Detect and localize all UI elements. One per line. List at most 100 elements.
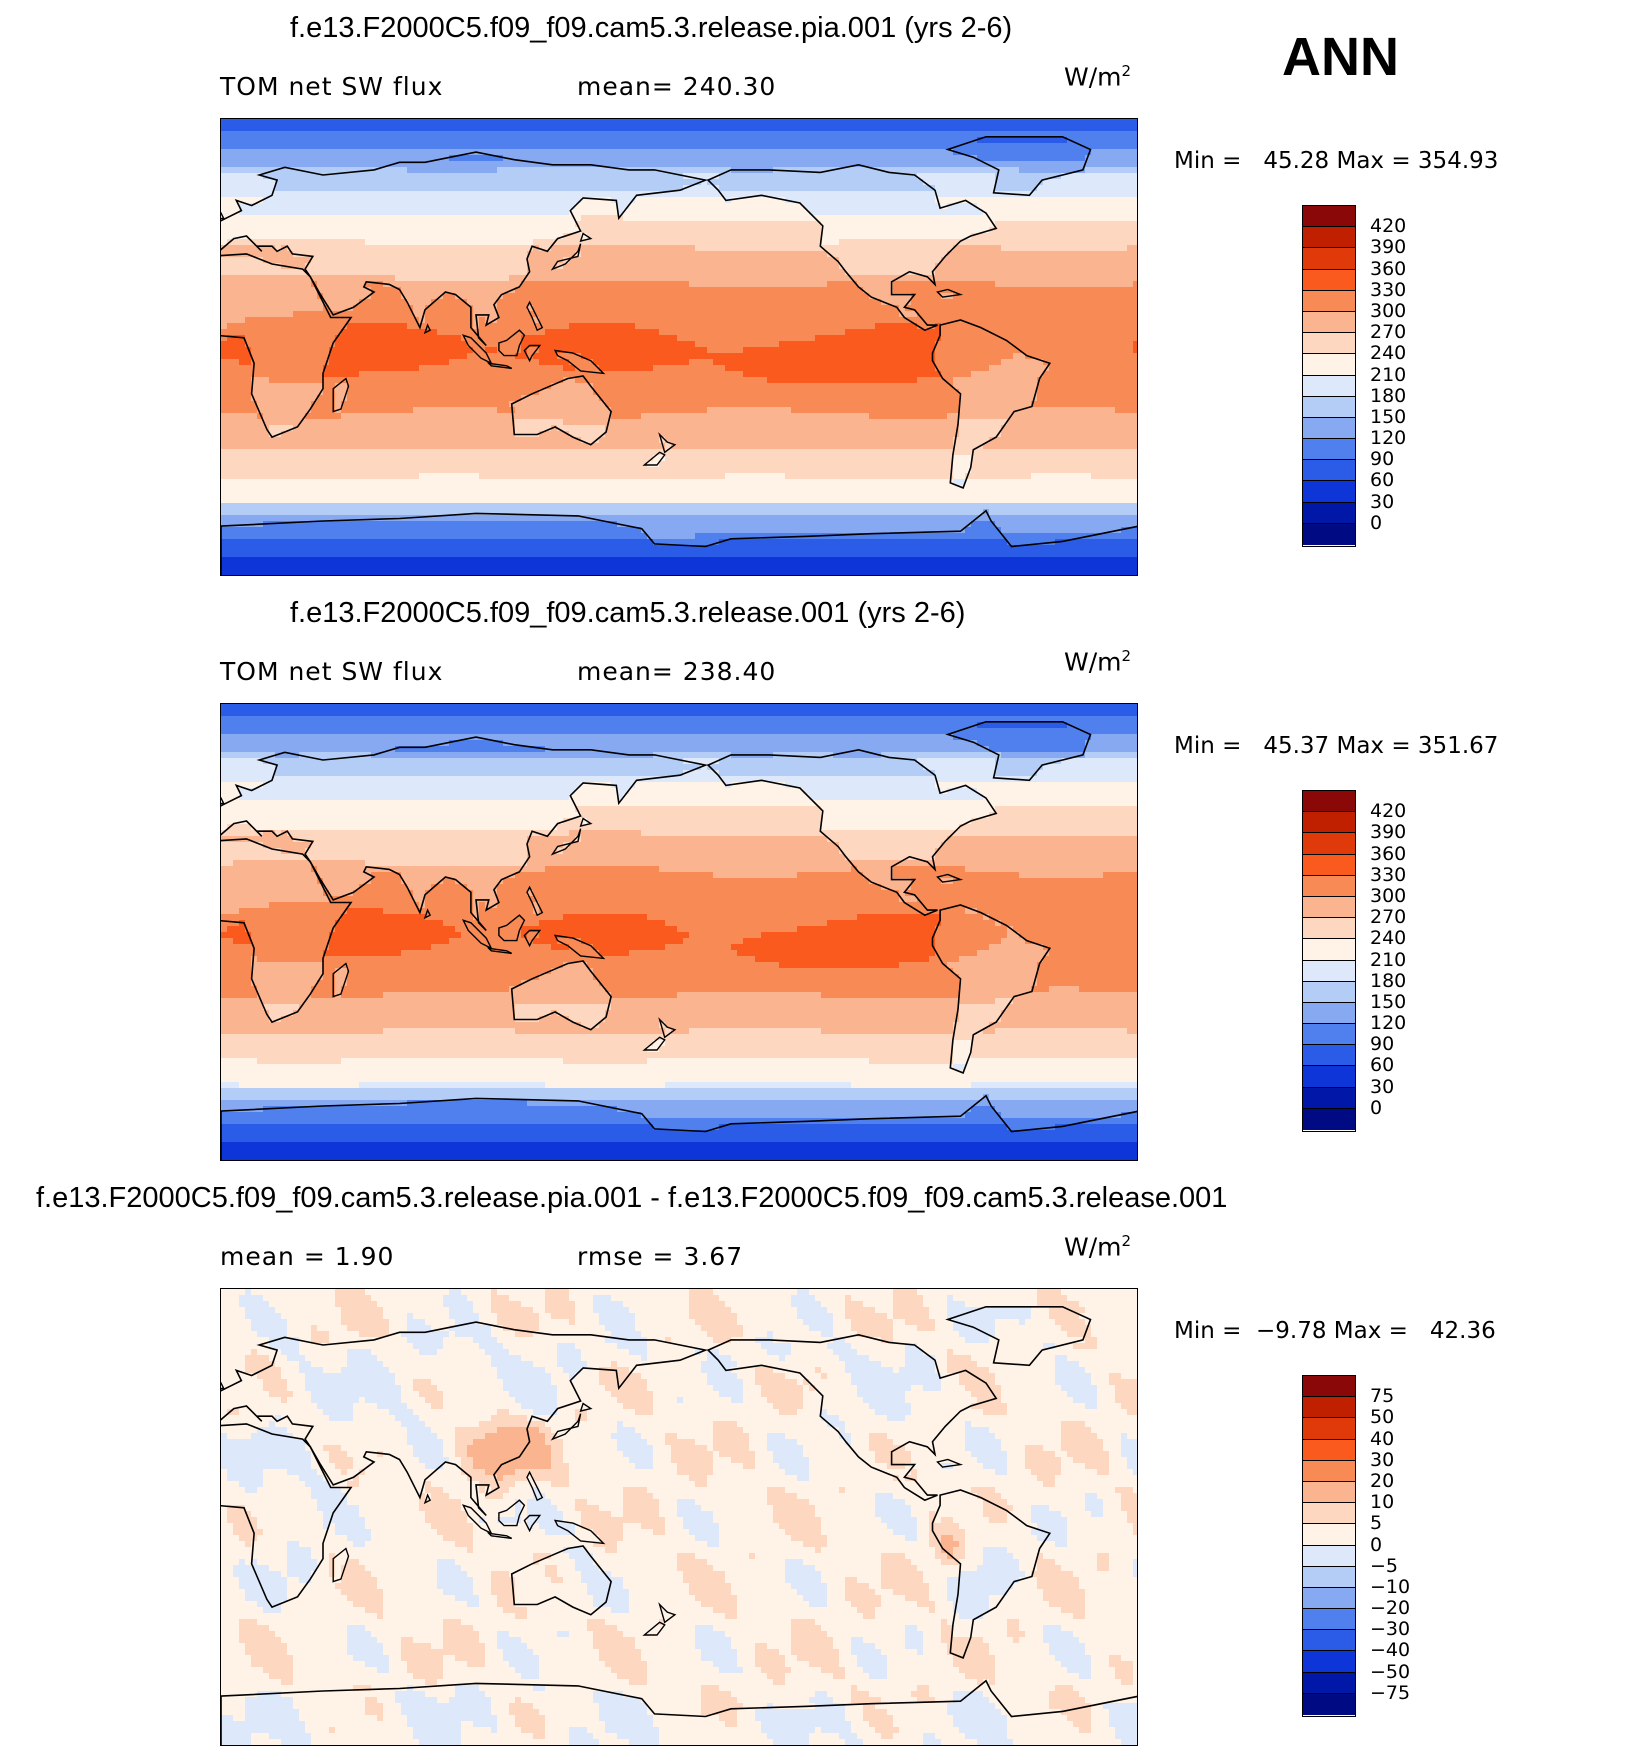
field-cell: [935, 131, 942, 138]
field-cell: [557, 245, 564, 252]
field-cell: [827, 149, 834, 156]
field-cell: [935, 167, 942, 174]
field-cell: [1067, 245, 1074, 252]
field-cell: [905, 155, 912, 162]
field-cell: [1109, 245, 1116, 252]
field-cell: [917, 143, 924, 150]
field-cell: [725, 173, 732, 180]
field-cell: [299, 149, 306, 156]
field-cell: [497, 185, 504, 192]
field-cell: [671, 173, 678, 180]
field-cell: [845, 155, 852, 162]
field-cell: [587, 299, 594, 306]
field-cell: [551, 149, 558, 156]
field-cell: [983, 125, 990, 132]
field-cell: [785, 137, 792, 144]
field-cell: [773, 239, 780, 246]
field-cell: [959, 179, 966, 186]
field-cell: [299, 239, 306, 246]
field-cell: [887, 245, 894, 252]
field-cell: [1061, 167, 1068, 174]
field-cell: [677, 221, 684, 228]
field-cell: [791, 119, 798, 126]
field-cell: [725, 299, 732, 306]
field-cell: [875, 305, 882, 312]
field-cell: [689, 239, 696, 246]
field-cell: [581, 293, 588, 300]
field-cell: [833, 179, 840, 186]
field-cell: [395, 275, 402, 282]
field-cell: [767, 209, 774, 216]
field-cell: [923, 227, 930, 234]
field-cell: [281, 257, 288, 264]
field-cell: [767, 227, 774, 234]
field-cell: [509, 197, 516, 204]
field-cell: [239, 197, 246, 204]
field-cell: [419, 155, 426, 162]
field-cell: [827, 137, 834, 144]
field-cell: [719, 131, 726, 138]
field-cell: [347, 281, 354, 288]
field-cell: [701, 125, 708, 132]
field-cell: [911, 221, 918, 228]
field-cell: [881, 215, 888, 222]
field-cell: [383, 287, 390, 294]
field-cell: [497, 161, 504, 168]
field-cell: [953, 275, 960, 282]
field-cell: [233, 167, 240, 174]
field-cell: [383, 305, 390, 312]
field-cell: [227, 161, 234, 168]
field-cell: [581, 173, 588, 180]
field-cell: [893, 257, 900, 264]
field-cell: [911, 299, 918, 306]
field-cell: [731, 185, 738, 192]
field-cell: [923, 143, 930, 150]
field-cell: [587, 221, 594, 228]
field-cell: [947, 245, 954, 252]
field-cell: [431, 155, 438, 162]
field-cell: [1079, 269, 1086, 276]
field-cell: [635, 239, 642, 246]
field-cell: [1061, 251, 1068, 258]
field-cell: [803, 275, 810, 282]
field-cell: [1007, 203, 1014, 210]
field-cell: [749, 287, 756, 294]
field-cell: [569, 191, 576, 198]
field-cell: [689, 221, 696, 228]
field-cell: [725, 251, 732, 258]
field-cell: [647, 275, 654, 282]
field-cell: [797, 275, 804, 282]
field-cell: [407, 161, 414, 168]
field-cell: [365, 299, 372, 306]
field-cell: [641, 155, 648, 162]
field-cell: [803, 173, 810, 180]
field-cell: [905, 215, 912, 222]
field-cell: [1019, 149, 1026, 156]
field-cell: [887, 281, 894, 288]
field-cell: [533, 269, 540, 276]
field-cell: [947, 131, 954, 138]
field-cell: [1127, 131, 1134, 138]
field-cell: [587, 239, 594, 246]
field-cell: [329, 137, 336, 144]
field-cell: [785, 263, 792, 270]
field-cell: [947, 269, 954, 276]
field-cell: [659, 161, 666, 168]
field-cell: [749, 179, 756, 186]
field-cell: [683, 257, 690, 264]
field-cell: [275, 245, 282, 252]
field-cell: [779, 293, 786, 300]
field-cell: [257, 311, 264, 318]
field-cell: [1025, 149, 1032, 156]
field-cell: [245, 239, 252, 246]
field-cell: [359, 227, 366, 234]
field-cell: [269, 245, 276, 252]
field-cell: [401, 263, 408, 270]
field-cell: [923, 209, 930, 216]
field-cell: [395, 257, 402, 264]
field-cell: [263, 227, 270, 234]
field-cell: [737, 197, 744, 204]
field-cell: [569, 209, 576, 216]
field-cell: [263, 239, 270, 246]
field-cell: [947, 275, 954, 282]
